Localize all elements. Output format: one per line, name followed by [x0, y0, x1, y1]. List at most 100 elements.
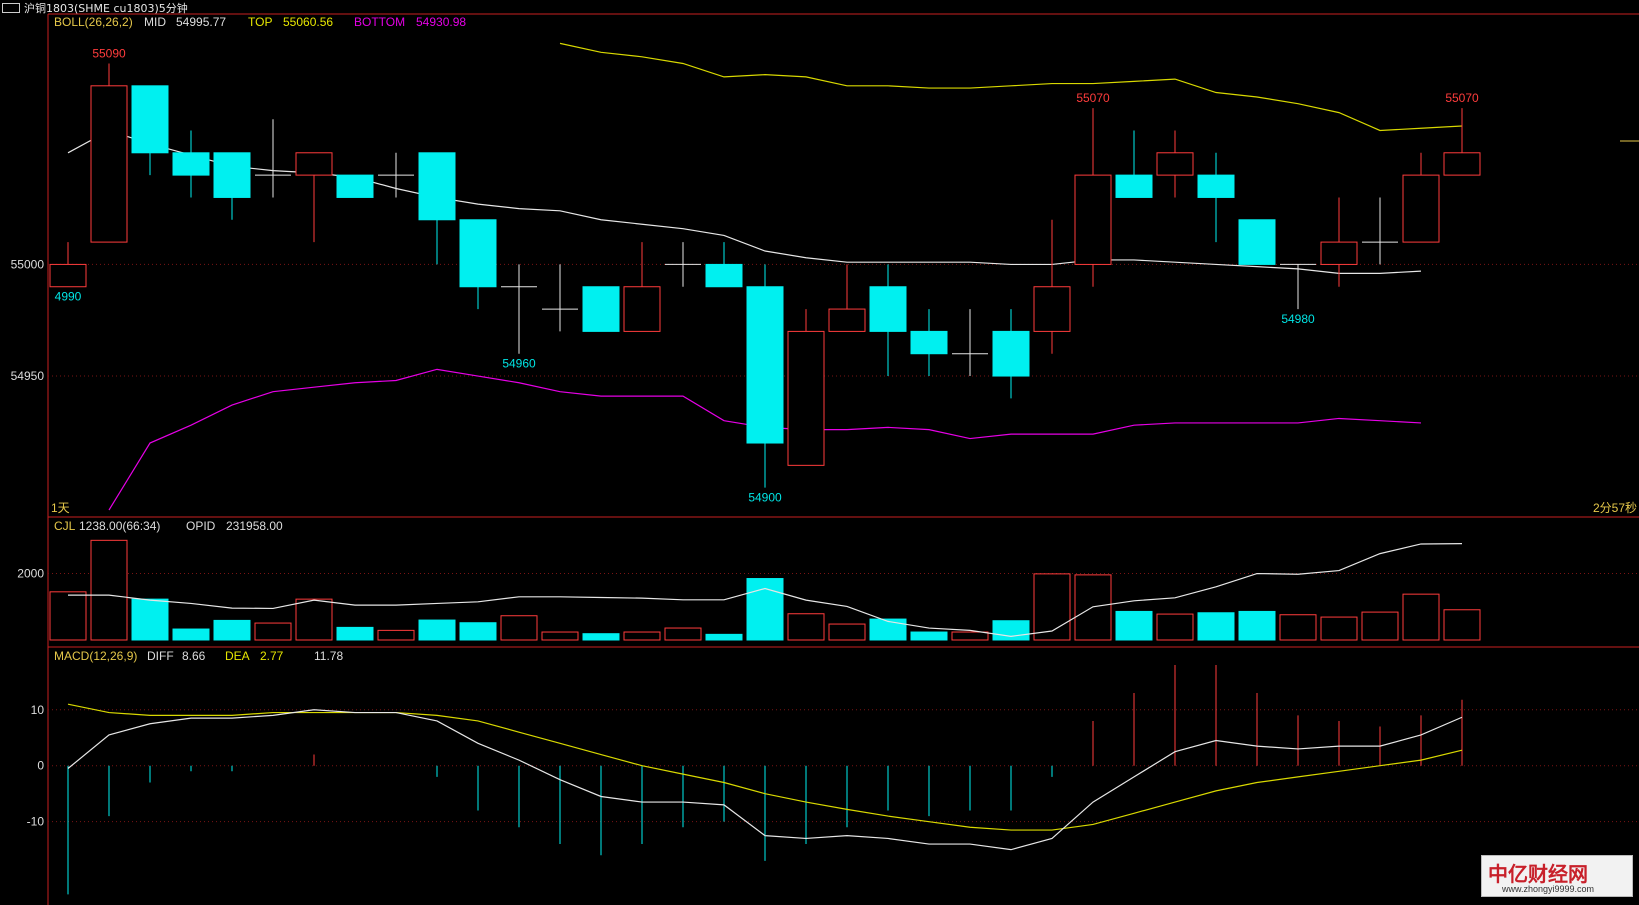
watermark-url: www.zhongyi9999.com [1502, 884, 1595, 894]
diff-label: DIFF [147, 649, 174, 663]
candle-body [90, 85, 128, 243]
macd-tick-label: 0 [37, 759, 44, 773]
dea-label: DEA [225, 649, 250, 663]
candle-body [869, 286, 907, 332]
window-title: 沪铜1803(SHME cu1803)5分钟 [24, 2, 188, 15]
candle-body [1074, 174, 1112, 265]
volume-bar [459, 622, 497, 641]
candle-body [213, 152, 251, 198]
volume-indicator-header: CJL 1238.00(66:34) OPID 231958.00 [54, 519, 283, 533]
candle-body [1238, 219, 1276, 265]
volume-bar [1279, 614, 1317, 641]
price-annotation: 54900 [748, 491, 782, 505]
frames [47, 13, 1639, 905]
volume-bar [746, 578, 784, 641]
candle-body [623, 286, 661, 332]
volume-bar [90, 539, 128, 641]
volume-bar [213, 619, 251, 641]
diff-value: 8.66 [182, 649, 206, 663]
volume-bar [992, 620, 1030, 641]
volume-bar [1197, 612, 1235, 641]
volume-bar [910, 631, 948, 641]
y-axis-ticks: 55000 54950 2000 10 0 -10 [11, 257, 45, 828]
volume-bar [172, 628, 210, 641]
volume-bar [828, 623, 866, 641]
candle-body [1320, 241, 1358, 265]
opid-line [68, 543, 1463, 637]
volume-bar [623, 631, 661, 641]
volume-bars [49, 539, 1481, 641]
volume-bar [295, 598, 333, 641]
candle-body [1033, 286, 1071, 332]
candle-body [295, 152, 333, 176]
opid-label: OPID [186, 519, 216, 533]
volume-bar [1238, 610, 1276, 641]
candle-body [582, 286, 620, 332]
candle-body [910, 330, 948, 355]
candle-body [1197, 174, 1235, 198]
candle-body [49, 263, 87, 288]
macd-tick-label: -10 [27, 815, 45, 829]
cjl-value: 1238.00(66:34) [79, 519, 160, 533]
candle-body [1443, 152, 1481, 176]
window-title-bar: 沪铜1803(SHME cu1803)5分钟 [0, 0, 188, 15]
candlesticks [49, 63, 1481, 488]
candle-body [828, 308, 866, 332]
price-tick-label: 54950 [11, 369, 45, 383]
diff-line [67, 709, 1463, 851]
candle-body [1156, 152, 1194, 176]
candle-body [1402, 174, 1440, 243]
volume-bar [49, 591, 87, 641]
boll-top-line [559, 42, 1463, 132]
volume-tick-label: 2000 [17, 567, 44, 581]
candle-body [418, 152, 456, 221]
volume-bar [131, 598, 169, 641]
volume-bar [254, 622, 292, 641]
candle-body [172, 152, 210, 176]
price-annotation: 54960 [502, 357, 536, 371]
candle-body [746, 286, 784, 444]
candle-body [131, 85, 169, 154]
volume-bar [1402, 593, 1440, 641]
boll-name: BOLL(26,26,2) [54, 15, 133, 29]
volume-bar [418, 619, 456, 641]
candle-body [787, 330, 825, 466]
grid-lines [48, 263, 1639, 823]
volume-bar [336, 626, 374, 641]
macd-value: 11.78 [314, 649, 343, 663]
dea-line [67, 703, 1463, 831]
boll-bottom-label: BOTTOM [354, 15, 405, 29]
price-annotations: 55090 4990 54960 54900 55070 54980 55070 [55, 46, 1479, 504]
candle-body [992, 330, 1030, 377]
window-menu-icon[interactable] [2, 3, 20, 13]
price-annotation: 4990 [55, 290, 82, 304]
watermark-brand: 中亿财经网 [1488, 862, 1588, 886]
volume-bar [1320, 616, 1358, 641]
period-label: 1天 [51, 501, 70, 515]
price-indicator-header: BOLL(26,26,2) MID 54995.77 TOP 55060.56 … [54, 15, 466, 29]
macd-tick-label: 10 [31, 703, 45, 717]
price-annotation: 55070 [1076, 91, 1110, 105]
boll-top-value: 55060.56 [283, 15, 333, 29]
macd-plot [67, 665, 1463, 895]
cjl-name: CJL [54, 519, 76, 533]
volume-bar [951, 631, 989, 641]
price-tick-label: 55000 [11, 257, 45, 271]
volume-bar [1156, 613, 1194, 641]
boll-top-label: TOP [248, 15, 272, 29]
volume-bar [1443, 609, 1481, 641]
countdown-label: 2分57秒 [1593, 501, 1637, 515]
volume-bar [787, 613, 825, 641]
volume-bar [582, 633, 620, 641]
macd-indicator-header: MACD(12,26,9) DIFF 8.66 DEA 2.77 11.78 [54, 649, 343, 663]
volume-bar [500, 615, 538, 641]
candle-body [705, 263, 743, 288]
boll-mid-value: 54995.77 [176, 15, 226, 29]
candle-body [1115, 174, 1153, 198]
candle-body [336, 174, 374, 198]
volume-bar [541, 631, 579, 641]
price-annotation: 55070 [1445, 91, 1479, 105]
watermark-logo: 中亿财经网 www.zhongyi9999.com [1481, 855, 1633, 897]
volume-bar [664, 627, 702, 641]
